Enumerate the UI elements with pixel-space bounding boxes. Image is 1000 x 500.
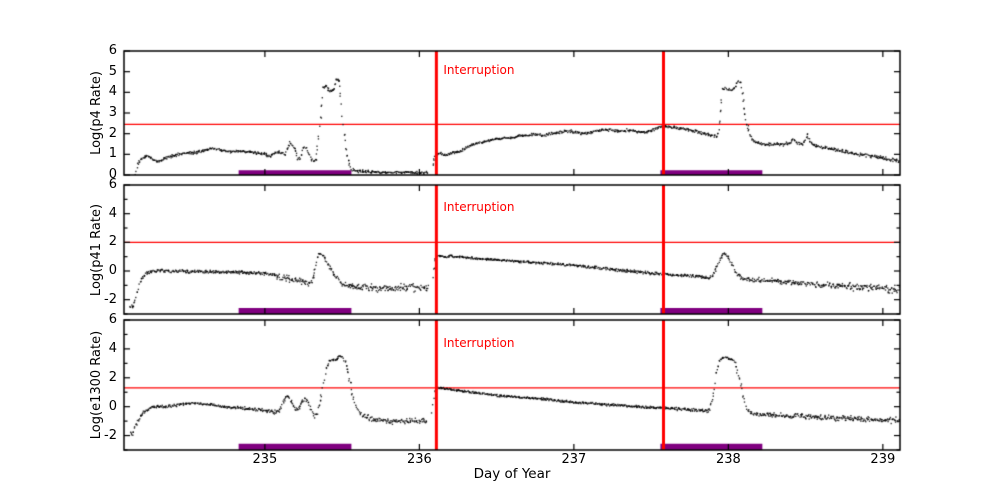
y-tick-label: 5 (108, 63, 117, 79)
interruption-annotation-top: Interruption (443, 63, 515, 77)
y-tick-label: 6 (108, 43, 117, 58)
y-tick-label: 4 (108, 340, 117, 356)
x-tick-label: 236 (406, 452, 432, 467)
x-tick-label: 238 (715, 452, 741, 467)
y-tick-label: -2 (104, 427, 117, 443)
y-tick-label: 3 (108, 105, 117, 120)
x-tick-label: 239 (870, 452, 896, 467)
interruption-annotation-middle: Interruption (443, 200, 515, 214)
y-tick-label: 2 (108, 369, 117, 385)
y-tick-label: 0 (108, 398, 117, 414)
y-tick-label: 0 (108, 167, 117, 182)
x-tick-label: 237 (561, 452, 587, 467)
y-tick-label: 2 (108, 234, 117, 250)
y-tick-label: 2 (108, 125, 117, 141)
x-tick-label: 235 (252, 452, 278, 467)
y-tick-label: 4 (108, 205, 117, 221)
interruption-annotation-bottom: Interruption (443, 336, 515, 350)
y-tick-label: 1 (108, 146, 117, 162)
y-tick-label: 6 (108, 177, 117, 192)
y-tick-label: -2 (104, 291, 117, 307)
y-tick-label: 6 (108, 312, 117, 327)
y-tick-label: 4 (108, 84, 117, 100)
y-tick-label: 0 (108, 263, 117, 278)
x-axis-label: Day of Year (473, 466, 551, 482)
